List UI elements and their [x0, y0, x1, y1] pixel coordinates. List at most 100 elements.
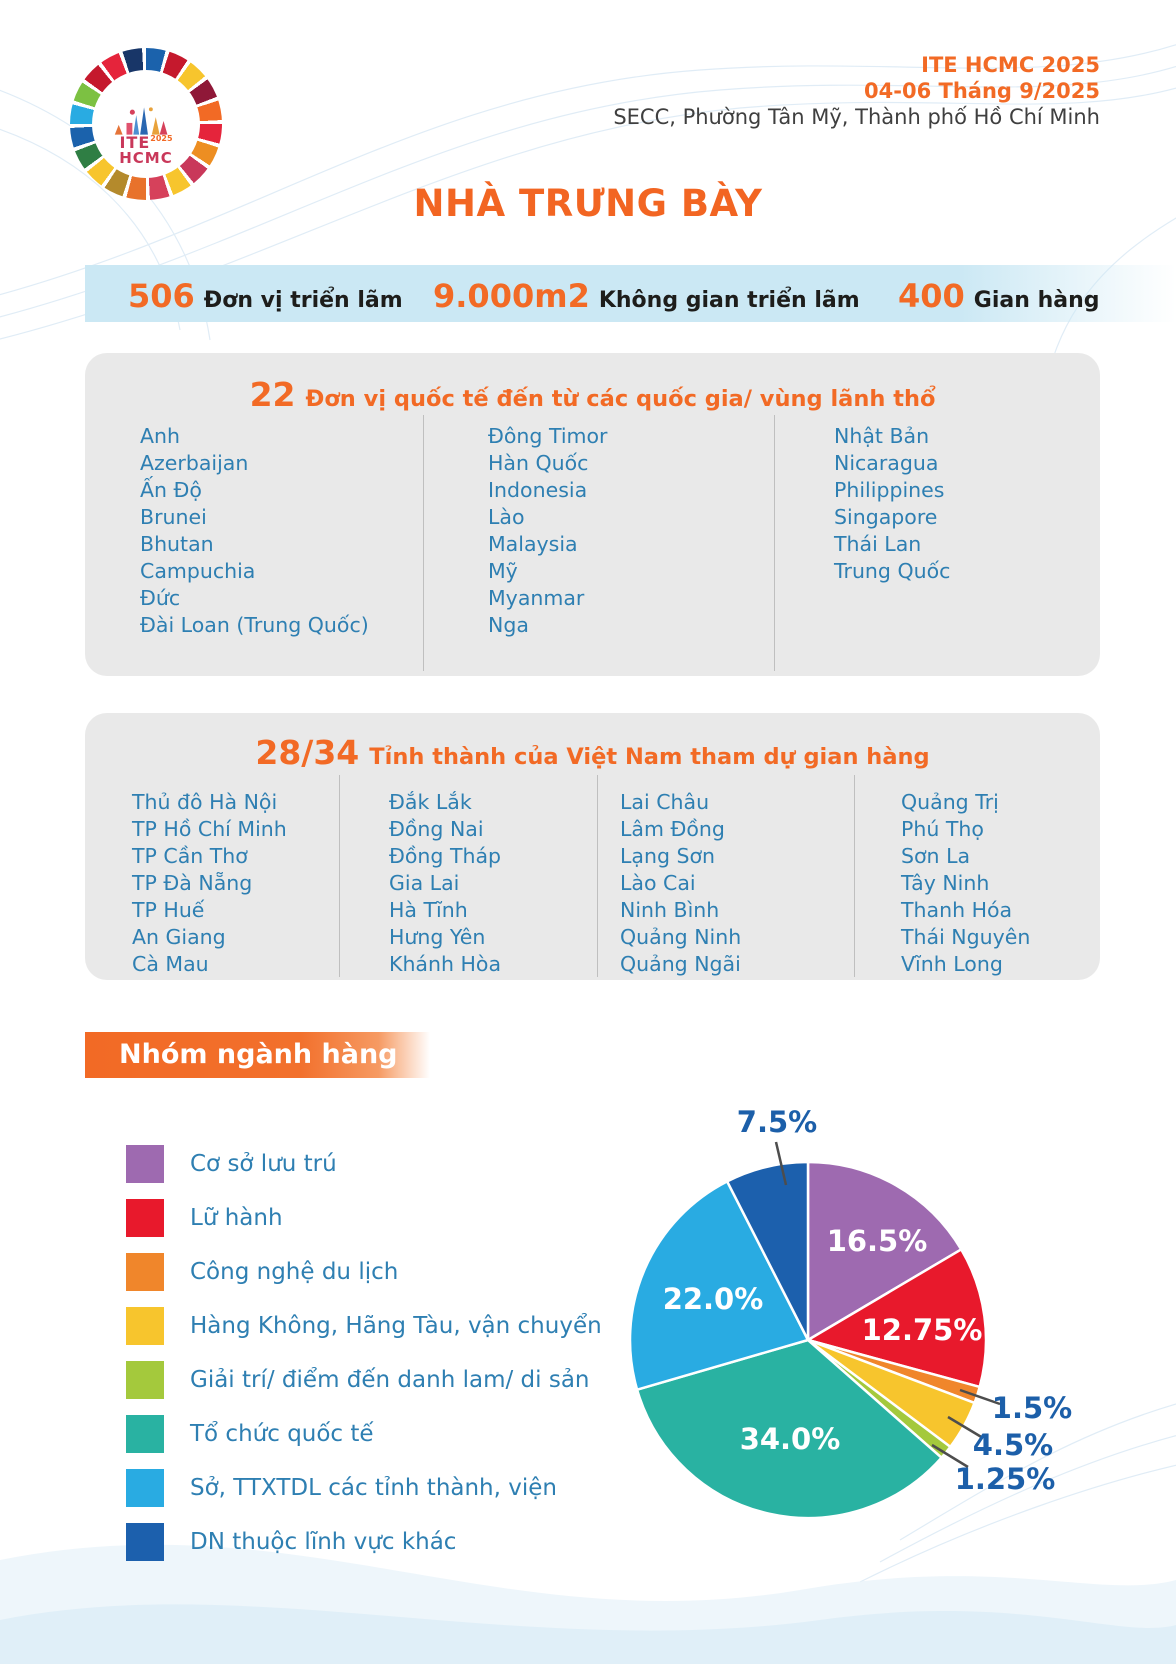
province-item: Hà Tĩnh: [389, 898, 468, 922]
pie-chart-svg: 16.5% 12.75% 1.5%4.5%1.25% 34.0% 22.0% 7.5%: [628, 1105, 1072, 1520]
legend-label: DN thuộc lĩnh vực khác: [190, 1529, 457, 1555]
province-item: Gia Lai: [389, 871, 460, 895]
header-info: ITE HCMC 2025 04-06 Tháng 9/2025 SECC, P…: [613, 52, 1100, 131]
province-item: Đồng Nai: [389, 817, 484, 841]
country-item: Philippines: [834, 478, 945, 502]
province-item-column: Thủ đô Hà Nội TP Hồ Chí Minh TP Cần Thơ TP …: [132, 789, 287, 978]
legend-label: Hàng Không, Hãng Tàu, vận chuyển: [190, 1313, 602, 1339]
pie-slice-label: 4.5%: [973, 1428, 1053, 1462]
event-name: ITE HCMC 2025: [921, 53, 1100, 77]
pie-callout-line: [931, 1443, 969, 1469]
column-divider: [423, 415, 424, 671]
province-item: Cà Mau: [132, 952, 209, 976]
logo-inner-disc: ITE2025 HCMC: [92, 70, 200, 178]
province-item: Lai Châu: [620, 790, 710, 814]
stats-band: 506 Đơn vị triển lãm 9.000m2 Không gian …: [85, 265, 1176, 322]
province-item: Hưng Yên: [389, 925, 486, 949]
pie-slice-label: 1.25%: [955, 1462, 1056, 1496]
country-item: Đức: [140, 586, 181, 610]
province-item-column: Quảng Trị Phú Thọ Sơn La Tây Ninh Thanh Hóa T…: [901, 789, 1030, 978]
stat-value: 9.000m2: [433, 277, 590, 315]
legend-item: Cơ sở lưu trú: [126, 1145, 337, 1183]
country-item: Trung Quốc: [834, 559, 951, 583]
international-subtitle: Đơn vị quốc tế đến từ các quốc gia/ vùng…: [305, 386, 936, 412]
province-item: Quảng Trị: [901, 790, 999, 814]
country-item-column: Anh Azerbaijan Ấn Độ Brunei Bhutan Campuchia Đ…: [140, 423, 369, 639]
country-item: Malaysia: [488, 532, 578, 556]
province-item: TP Huế: [132, 898, 205, 922]
stat-label: Gian hàng: [973, 288, 1100, 313]
province-item: Lào Cai: [620, 871, 696, 895]
country-item: Thái Lan: [834, 532, 922, 556]
pie-callout-line: [947, 1415, 984, 1440]
legend-label: Lữ hành: [190, 1205, 283, 1231]
province-item: Tây Ninh: [901, 871, 990, 895]
sector-legend: Cơ sở lưu trú Lữ hành Công nghệ du lịch Hàn…: [126, 1145, 602, 1575]
legend-color-swatch: [126, 1199, 164, 1237]
country-item: Đông Timor: [488, 424, 608, 448]
logo-skyline-icon: [114, 107, 168, 135]
country-item-column: Nhật Bản Nicaragua Philippines Singapore Thá…: [834, 423, 950, 585]
province-item: Sơn La: [901, 844, 971, 868]
legend-item: Giải trí/ điểm đến danh lam/ di sản: [126, 1361, 590, 1399]
international-panel-title: 22 Đơn vị quốc tế đến từ các quốc gia/ v…: [85, 375, 1100, 414]
stat-value: 400: [898, 277, 965, 315]
stat-space: 9.000m2 Không gian triển lãm: [433, 265, 860, 322]
pie-slice-5: [635, 1338, 943, 1520]
legend-label: Sở, TTXTDL các tỉnh thành, viện: [190, 1475, 557, 1501]
pie-callout-line: [959, 1388, 1001, 1406]
province-item: Thái Nguyên: [901, 925, 1031, 949]
provinces-panel: 28/34 Tỉnh thành của Việt Nam tham dự gi…: [85, 713, 1100, 980]
country-item: Myanmar: [488, 586, 585, 610]
pie-callout-line: [774, 1141, 788, 1186]
provinces-count: 28/34: [255, 733, 360, 772]
column-divider: [339, 775, 340, 977]
column-divider: [597, 775, 598, 977]
ite-hcmc-logo: ITE2025 HCMC: [70, 48, 222, 200]
country-item: Singapore: [834, 505, 938, 529]
logo-text: ITE2025 HCMC: [119, 135, 173, 166]
event-venue: SECC, Phường Tân Mỹ, Thành phố Hồ Chí Mi…: [613, 105, 1100, 129]
sector-banner: Nhóm ngành hàng: [85, 1032, 430, 1078]
province-item: Lâm Đồng: [620, 817, 725, 841]
province-item: TP Hồ Chí Minh: [132, 817, 287, 841]
legend-label: Công nghệ du lịch: [190, 1259, 399, 1285]
province-item: TP Đà Nẵng: [132, 871, 253, 895]
province-item: Khánh Hòa: [389, 952, 502, 976]
country-item: Đài Loan (Trung Quốc): [140, 613, 369, 637]
country-item: Brunei: [140, 505, 207, 529]
pie-slice-label: 22.0%: [663, 1282, 764, 1316]
pie-slice-label: 7.5%: [737, 1105, 817, 1139]
province-item: An Giang: [132, 925, 226, 949]
legend-item: Sở, TTXTDL các tỉnh thành, viện: [126, 1469, 557, 1507]
provinces-subtitle: Tỉnh thành của Việt Nam tham dự gian hàn…: [369, 744, 930, 770]
country-item: Campuchia: [140, 559, 256, 583]
logo-year-text: 2025: [150, 134, 173, 143]
province-item: Quảng Ninh: [620, 925, 742, 949]
legend-item: Lữ hành: [126, 1199, 283, 1237]
pie-slice-label: 34.0%: [740, 1422, 841, 1456]
pie-slice-label: 1.5%: [992, 1391, 1072, 1425]
stat-value: 506: [128, 277, 195, 315]
legend-label: Giải trí/ điểm đến danh lam/ di sản: [190, 1367, 590, 1393]
country-item: Ấn Độ: [140, 478, 202, 502]
pie-slice-1: [806, 1248, 988, 1389]
international-panel: 22 Đơn vị quốc tế đến từ các quốc gia/ v…: [85, 353, 1100, 676]
country-item: Nicaragua: [834, 451, 939, 475]
legend-color-swatch: [126, 1523, 164, 1561]
province-item: Đồng Tháp: [389, 844, 502, 868]
stat-exhibitors: 506 Đơn vị triển lãm: [128, 265, 403, 322]
province-item-column: Đắk Lắk Đồng Nai Đồng Tháp Gia Lai Hà Tĩnh Hư…: [389, 789, 501, 978]
pie-slice-label: 12.75%: [862, 1313, 983, 1347]
logo-ite-text: ITE: [119, 133, 151, 152]
legend-color-swatch: [126, 1145, 164, 1183]
page-title: NHÀ TRƯNG BÀY: [413, 182, 763, 225]
country-item: Lào: [488, 505, 525, 529]
country-columns: Anh Azerbaijan Ấn Độ Brunei Bhutan Campuchia Đ…: [85, 353, 1100, 676]
legend-label: Tổ chức quốc tế: [190, 1421, 374, 1447]
province-item: Phú Thọ: [901, 817, 984, 841]
pie-slice-7: [725, 1160, 810, 1342]
column-divider: [774, 415, 775, 671]
legend-color-swatch: [126, 1361, 164, 1399]
